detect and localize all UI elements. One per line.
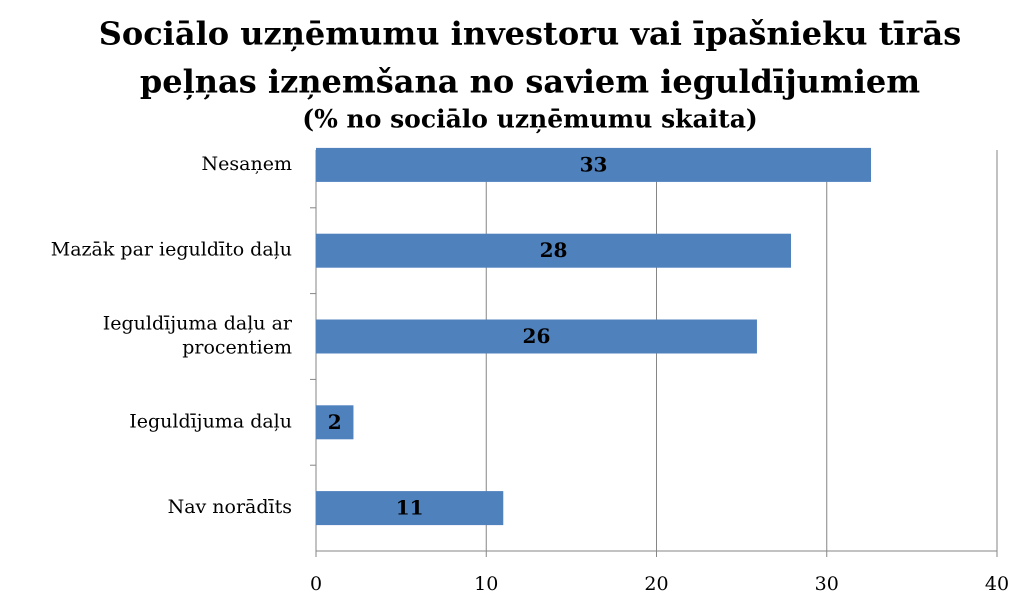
data-label: 26 [523, 324, 551, 348]
marks [316, 147, 872, 526]
bar [316, 147, 872, 182]
y-tick-label: Ieguldījuma daļu [129, 410, 292, 432]
data-label: 33 [580, 152, 608, 176]
x-tick-label: 0 [310, 573, 322, 595]
y-tick-label: Mazāk par ieguldīto daļu [51, 239, 292, 261]
bar [316, 405, 354, 440]
y-tick-label: Ieguldījuma daļu ar procentiem [103, 313, 293, 359]
bar [316, 491, 504, 526]
bar [316, 233, 791, 268]
chart-subtitle: (% no sociālo uzņēmumu skaita) [302, 105, 757, 134]
chart-title: Sociālo uzņēmumu investoru vai īpašnieku… [99, 15, 962, 53]
x-tick-label: 20 [644, 573, 668, 595]
y-tick-label: Nesaņem [202, 153, 292, 175]
data-label: 11 [396, 496, 424, 520]
data-label: 2 [328, 410, 342, 434]
chart-title: peļņas izņemšana no saviem ieguldījumiem [140, 63, 920, 101]
x-tick-label: 10 [474, 573, 498, 595]
x-tick-label: 40 [985, 573, 1009, 595]
grid [310, 150, 998, 557]
bar [316, 319, 757, 354]
x-tick-label: 30 [815, 573, 839, 595]
data-label: 28 [540, 238, 568, 262]
y-tick-label: Nav norādīts [168, 496, 292, 518]
